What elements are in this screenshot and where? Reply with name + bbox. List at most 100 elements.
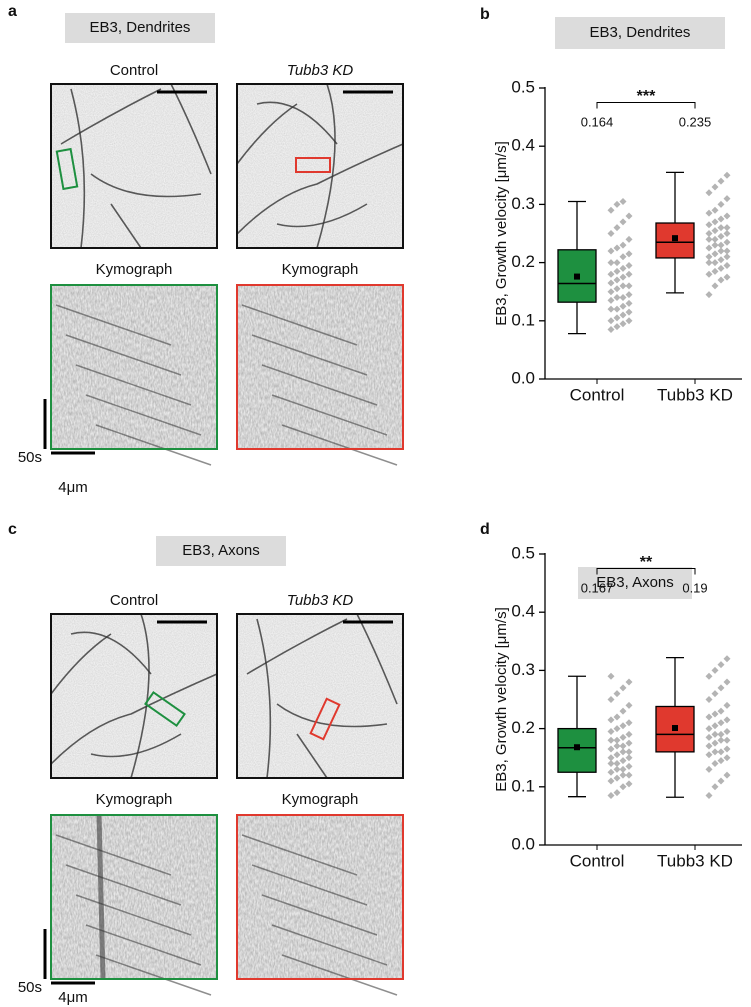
data-point xyxy=(607,716,615,724)
data-point xyxy=(723,716,731,724)
kymo-track xyxy=(261,894,378,936)
y-tick-label: 0.5 xyxy=(511,77,535,96)
data-point xyxy=(625,739,633,747)
y-tick-label: 0.0 xyxy=(511,368,535,387)
image-title: Tubb3 KD xyxy=(287,592,354,609)
data-point xyxy=(723,230,731,237)
data-point xyxy=(613,314,621,322)
data-point xyxy=(705,751,713,759)
kymo-track xyxy=(55,304,172,346)
panel-label: b xyxy=(480,6,490,23)
y-tick-label: 0.5 xyxy=(511,543,535,562)
data-point xyxy=(723,701,731,709)
data-point xyxy=(717,719,725,727)
kymo-track xyxy=(65,864,182,906)
data-point xyxy=(625,308,633,316)
data-point xyxy=(705,672,713,680)
micrograph-frame xyxy=(236,613,404,779)
micrograph-noise xyxy=(237,84,403,248)
data-point xyxy=(711,282,719,290)
data-point xyxy=(705,291,713,299)
title-box xyxy=(65,13,215,43)
micrograph-frame xyxy=(50,613,218,779)
neurite xyxy=(246,618,348,675)
data-point xyxy=(711,259,719,267)
roi-box xyxy=(144,690,186,728)
y-axis-label: EB3, Growth velocity [μm/s] xyxy=(493,141,510,326)
data-point xyxy=(723,212,731,220)
panel-title: EB3, Dendrites xyxy=(90,19,191,36)
data-point xyxy=(717,730,725,738)
data-point xyxy=(625,235,633,243)
data-point xyxy=(613,305,621,313)
data-point xyxy=(619,264,627,272)
data-point xyxy=(613,742,621,750)
kymograph-title: Kymograph xyxy=(282,791,359,808)
y-tick-label: 0.0 xyxy=(511,834,535,853)
x-tick-label: Tubb3 KD xyxy=(657,385,733,404)
data-point xyxy=(711,760,719,768)
data-point xyxy=(717,247,725,255)
data-point xyxy=(613,760,621,768)
data-point xyxy=(723,171,731,179)
neurite xyxy=(50,673,218,765)
kymo-tracks xyxy=(241,834,398,996)
image-title: Control xyxy=(110,592,158,609)
data-point xyxy=(607,279,615,287)
kymograph-frame xyxy=(50,814,218,980)
data-point xyxy=(711,183,719,191)
data-point xyxy=(625,270,633,278)
data-point xyxy=(619,771,627,779)
data-point xyxy=(607,326,615,334)
data-point xyxy=(607,206,615,214)
data-point xyxy=(625,771,633,779)
data-point xyxy=(613,200,621,208)
data-point xyxy=(607,728,615,736)
data-point xyxy=(619,320,627,328)
y-tick-label: 0.1 xyxy=(511,776,535,795)
panel-label: d xyxy=(480,521,490,538)
data-point xyxy=(705,713,713,721)
data-point xyxy=(723,678,731,686)
kymo-track xyxy=(271,924,388,966)
neurite xyxy=(296,733,328,779)
data-point xyxy=(607,296,615,304)
data-point xyxy=(607,745,615,753)
panel-label: a xyxy=(8,3,17,20)
data-point xyxy=(625,212,633,220)
data-point xyxy=(607,768,615,776)
data-point xyxy=(613,765,621,773)
neurite xyxy=(276,203,368,228)
kymograph-noise xyxy=(51,285,217,449)
data-point xyxy=(619,311,627,319)
data-point xyxy=(717,707,725,715)
data-point xyxy=(613,774,621,782)
data-point xyxy=(711,748,719,756)
data-point xyxy=(607,305,615,313)
data-point xyxy=(613,690,621,698)
length-scale-label: 4μm xyxy=(58,989,87,1006)
neurite xyxy=(90,173,202,198)
significance-bracket xyxy=(596,568,696,575)
kymo-track xyxy=(96,814,106,980)
kymo-track xyxy=(251,864,368,906)
data-point xyxy=(607,736,615,744)
y-tick-label: 0.2 xyxy=(511,252,535,271)
data-point xyxy=(705,230,713,237)
data-point xyxy=(705,244,713,252)
kymo-track xyxy=(85,394,202,436)
roi-box xyxy=(55,147,79,191)
data-point xyxy=(705,189,713,197)
data-point xyxy=(625,317,633,325)
data-point xyxy=(711,690,719,698)
data-point xyxy=(625,282,633,290)
data-point xyxy=(607,270,615,278)
kymo-track xyxy=(241,304,358,346)
neurite xyxy=(236,143,404,235)
neurite xyxy=(276,703,388,728)
data-point xyxy=(619,722,627,730)
data-point xyxy=(723,728,731,736)
mean-marker xyxy=(574,273,580,280)
mean-marker xyxy=(672,235,678,242)
